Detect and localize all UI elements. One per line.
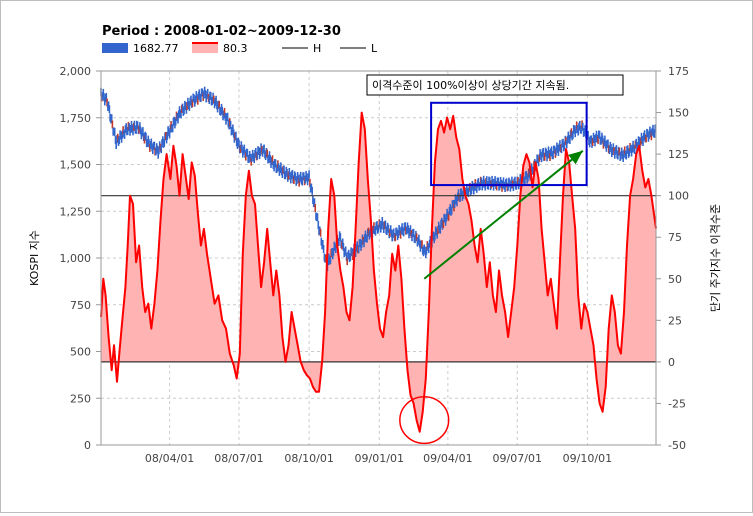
y-left-tick-label: 2,000: [60, 65, 92, 78]
y-right-tick-label: -25: [668, 397, 686, 410]
y-right-tick-label: -50: [668, 439, 686, 452]
y-right-tick-label: 125: [668, 148, 689, 161]
disparity-line: [100, 111, 657, 433]
legend-label: 1682.77: [133, 42, 179, 55]
y-left-tick-label: 500: [70, 346, 91, 359]
x-tick-label: 09/10/01: [563, 452, 612, 465]
disparity-area: [101, 112, 656, 432]
x-tick-label: 08/10/01: [284, 452, 333, 465]
y-left-tick-label: 1,750: [60, 112, 92, 125]
legend-swatch: [192, 43, 218, 53]
y-right-tick-label: 150: [668, 107, 689, 120]
y-left-tick-label: 750: [70, 299, 91, 312]
disparity-area-fill: [101, 112, 656, 432]
legend-label: 80.3: [223, 42, 248, 55]
annotations: 이격수준이 100%이상이 상당기간 지속됨.: [366, 74, 624, 445]
legend-swatch: [102, 43, 128, 53]
y-left-tick-label: 1,250: [60, 205, 92, 218]
x-tick-label: 08/04/01: [145, 452, 194, 465]
legend: 1682.77 80.3 H L: [102, 42, 378, 55]
y-left-tick-label: 1,500: [60, 159, 92, 172]
y-right-tick-label: 25: [668, 314, 682, 327]
x-tick-label: 09/01/01: [355, 452, 404, 465]
x-tick-label: 09/07/01: [493, 452, 542, 465]
chart-title: Period : 2008-01-02~2009-12-30: [102, 24, 341, 39]
y-right-tick-label: 0: [668, 356, 675, 369]
y-right-tick-label: 100: [668, 190, 689, 203]
y-right-tick-label: 175: [668, 65, 689, 78]
kospi-series: [100, 86, 657, 272]
highlight-ellipse: [399, 396, 450, 445]
y-left-tick-label: 1,000: [60, 252, 92, 265]
legend-label: L: [371, 42, 378, 55]
trend-arrow-head: [568, 150, 583, 165]
y-axis-left-label: KOSPI 지수: [28, 230, 41, 286]
highlight-rectangle: [430, 101, 588, 187]
y-axis-right-label: 단기 주가지수 이격수준: [709, 204, 722, 312]
annotation-box: [366, 74, 624, 96]
axes: 02505007501,0001,2501,5001,7502,000-50-2…: [60, 65, 690, 465]
x-tick-label: 08/07/01: [214, 452, 263, 465]
y-right-tick-label: 75: [668, 231, 682, 244]
disparity-line-path: [100, 111, 657, 433]
y-left-tick-label: 250: [70, 392, 91, 405]
x-tick-label: 09/04/01: [423, 452, 472, 465]
annotation-text: 이격수준이 100%이상이 상당기간 지속됨.: [372, 79, 569, 92]
legend-label: H: [313, 42, 321, 55]
y-left-tick-label: 0: [84, 439, 91, 452]
trend-arrow-line: [423, 150, 584, 280]
y-right-tick-label: 50: [668, 273, 682, 286]
